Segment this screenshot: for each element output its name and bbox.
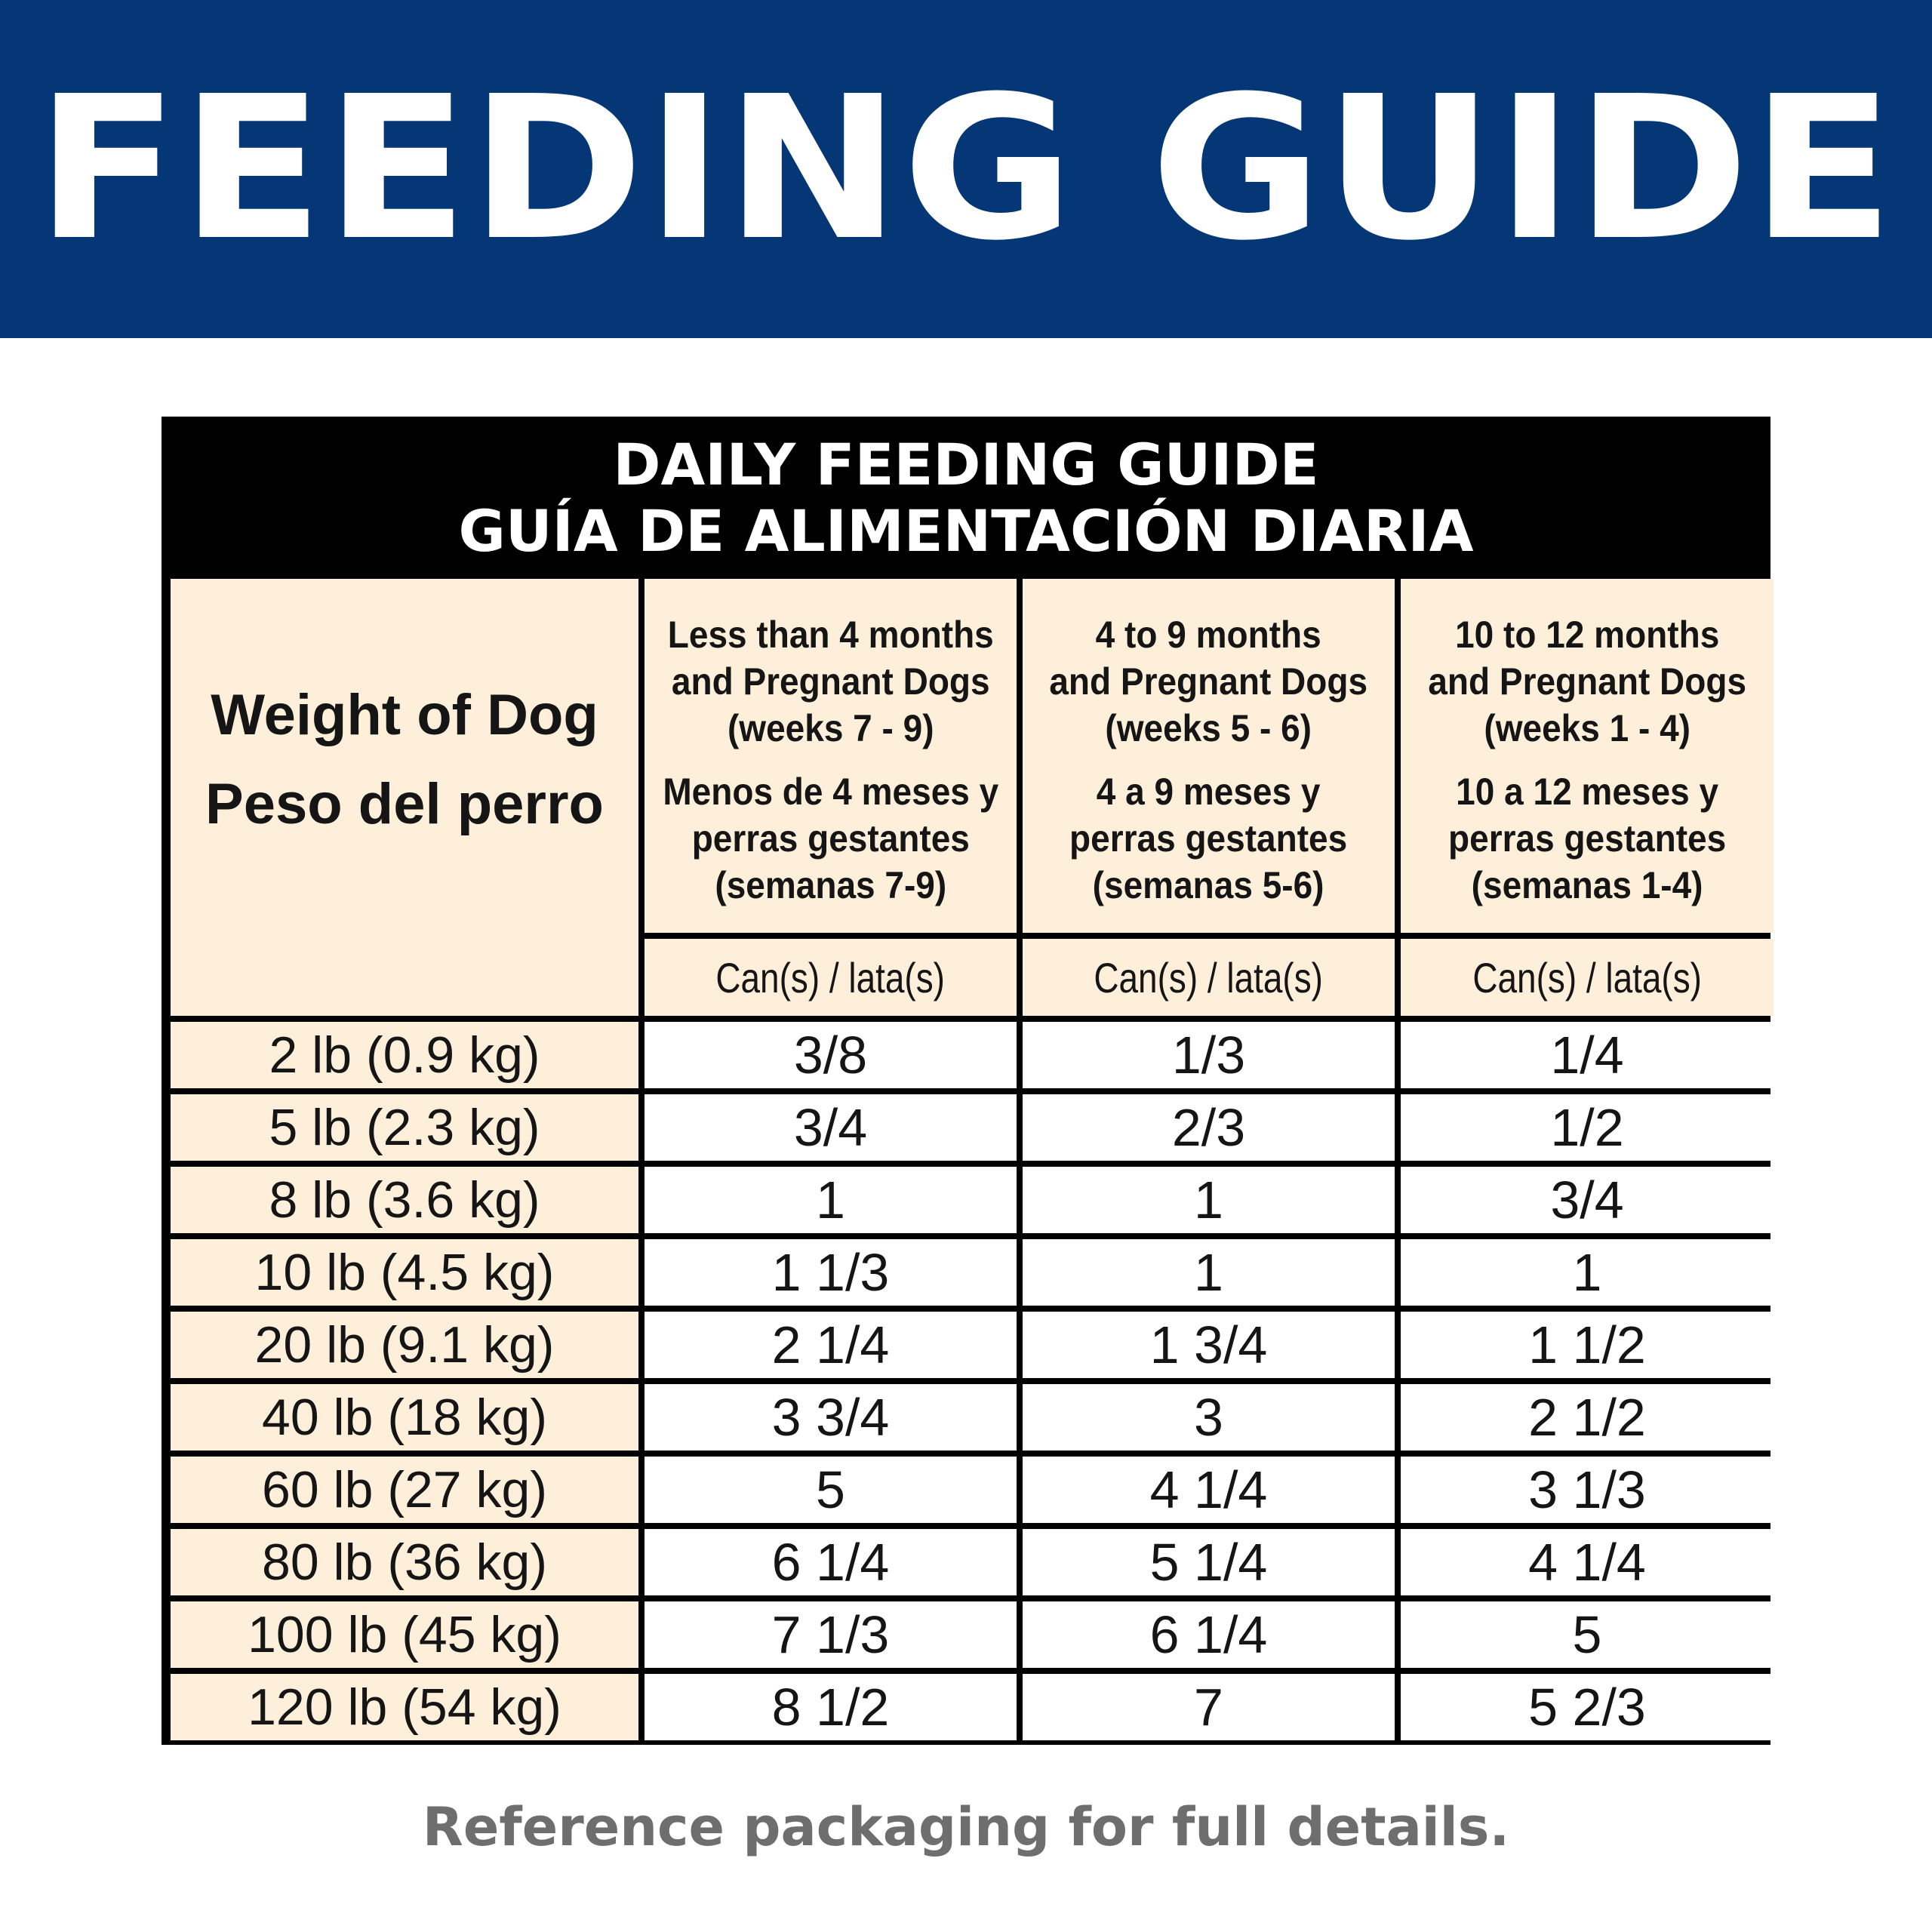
header-line: 10 a 12 meses y bbox=[1456, 770, 1718, 813]
table-title-en: DAILY FEEDING GUIDE bbox=[613, 430, 1319, 498]
portion-cell: 2 1/4 bbox=[645, 1312, 1017, 1378]
portion-cell: 4 1/4 bbox=[1023, 1457, 1395, 1523]
portion-cell: 2 1/2 bbox=[1401, 1384, 1774, 1451]
weight-cell: 2 lb (0.9 kg) bbox=[171, 1022, 638, 1088]
header-line: perras gestantes bbox=[1069, 817, 1348, 860]
portion-cell: 3/4 bbox=[645, 1094, 1017, 1161]
header-line: 4 a 9 meses y bbox=[1097, 770, 1321, 813]
portion-cell: 5 bbox=[645, 1457, 1017, 1523]
portion-cell: 2/3 bbox=[1023, 1094, 1395, 1161]
portion-cell: 1 bbox=[1023, 1239, 1395, 1306]
portion-cell: 1 bbox=[1023, 1167, 1395, 1233]
table-grid: Weight of Dog Peso del perro Less than 4… bbox=[171, 579, 1774, 1740]
header-line: (weeks 1 - 4) bbox=[1484, 706, 1690, 749]
weight-cell: 40 lb (18 kg) bbox=[171, 1384, 638, 1451]
footer-note: Reference packaging for full details. bbox=[422, 1796, 1510, 1858]
weight-column-header: Weight of Dog Peso del perro bbox=[171, 579, 638, 1016]
weight-header-es: Peso del perro bbox=[205, 771, 604, 836]
unit-label: Can(s) / lata(s) bbox=[645, 939, 1017, 1016]
weight-cell: 20 lb (9.1 kg) bbox=[171, 1312, 638, 1378]
portion-cell: 1 bbox=[1401, 1239, 1774, 1306]
age-column-header: Less than 4 months and Pregnant Dogs (we… bbox=[645, 579, 1017, 933]
table-title-es: GUÍA DE ALIMENTACIÓN DIARIA bbox=[458, 497, 1474, 565]
page-title: FEEDING GUIDE bbox=[35, 54, 1897, 284]
header-line: (semanas 1-4) bbox=[1471, 863, 1703, 906]
portion-cell: 1 bbox=[645, 1167, 1017, 1233]
portion-cell: 3 bbox=[1023, 1384, 1395, 1451]
weight-cell: 100 lb (45 kg) bbox=[171, 1601, 638, 1668]
portion-cell: 8 1/2 bbox=[645, 1674, 1017, 1740]
portion-cell: 7 bbox=[1023, 1674, 1395, 1740]
table-title: DAILY FEEDING GUIDE GUÍA DE ALIMENTACIÓN… bbox=[162, 417, 1770, 579]
portion-cell: 1/3 bbox=[1023, 1022, 1395, 1088]
header-line: 10 to 12 months bbox=[1454, 613, 1720, 656]
unit-text: Can(s) / lata(s) bbox=[715, 953, 946, 1001]
header-line: perras gestantes bbox=[691, 817, 970, 860]
header-line: 4 to 9 months bbox=[1095, 613, 1322, 656]
portion-cell: 4 1/4 bbox=[1401, 1529, 1774, 1595]
portion-cell: 5 2/3 bbox=[1401, 1674, 1774, 1740]
portion-cell: 5 1/4 bbox=[1023, 1529, 1395, 1595]
unit-text: Can(s) / lata(s) bbox=[1472, 953, 1702, 1001]
weight-cell: 80 lb (36 kg) bbox=[171, 1529, 638, 1595]
unit-label: Can(s) / lata(s) bbox=[1023, 939, 1395, 1016]
header-line: (semanas 5-6) bbox=[1093, 863, 1324, 906]
portion-cell: 3/8 bbox=[645, 1022, 1017, 1088]
portion-cell: 3 1/3 bbox=[1401, 1457, 1774, 1523]
portion-cell: 3 3/4 bbox=[645, 1384, 1017, 1451]
header-line: Menos de 4 meses y bbox=[663, 770, 998, 813]
age-column-header: 10 to 12 months and Pregnant Dogs (weeks… bbox=[1401, 579, 1774, 933]
header-line: (semanas 7-9) bbox=[715, 863, 946, 906]
weight-cell: 120 lb (54 kg) bbox=[171, 1674, 638, 1740]
portion-cell: 1 1/2 bbox=[1401, 1312, 1774, 1378]
portion-cell: 7 1/3 bbox=[645, 1601, 1017, 1668]
weight-cell: 10 lb (4.5 kg) bbox=[171, 1239, 638, 1306]
portion-cell: 1 3/4 bbox=[1023, 1312, 1395, 1378]
age-column-header: 4 to 9 months and Pregnant Dogs (weeks 5… bbox=[1023, 579, 1395, 933]
weight-cell: 60 lb (27 kg) bbox=[171, 1457, 638, 1523]
portion-cell: 3/4 bbox=[1401, 1167, 1774, 1233]
header-line: and Pregnant Dogs bbox=[671, 660, 990, 703]
portion-cell: 6 1/4 bbox=[645, 1529, 1017, 1595]
unit-text: Can(s) / lata(s) bbox=[1094, 953, 1324, 1001]
portion-cell: 6 1/4 bbox=[1023, 1601, 1395, 1668]
header-line: (weeks 5 - 6) bbox=[1105, 706, 1312, 749]
unit-label: Can(s) / lata(s) bbox=[1401, 939, 1774, 1016]
portion-cell: 1/2 bbox=[1401, 1094, 1774, 1161]
feeding-table: DAILY FEEDING GUIDE GUÍA DE ALIMENTACIÓN… bbox=[162, 417, 1774, 1745]
weight-cell: 8 lb (3.6 kg) bbox=[171, 1167, 638, 1233]
weight-header-en: Weight of Dog bbox=[211, 682, 598, 747]
header-line: and Pregnant Dogs bbox=[1428, 660, 1746, 703]
portion-cell: 1 1/3 bbox=[645, 1239, 1017, 1306]
header-line: and Pregnant Dogs bbox=[1049, 660, 1368, 703]
weight-cell: 5 lb (2.3 kg) bbox=[171, 1094, 638, 1161]
header-banner: FEEDING GUIDE bbox=[0, 0, 1932, 338]
portion-cell: 1/4 bbox=[1401, 1022, 1774, 1088]
portion-cell: 5 bbox=[1401, 1601, 1774, 1668]
header-line: Less than 4 months bbox=[667, 613, 994, 656]
header-line: (weeks 7 - 9) bbox=[727, 706, 934, 749]
header-line: perras gestantes bbox=[1447, 817, 1727, 860]
